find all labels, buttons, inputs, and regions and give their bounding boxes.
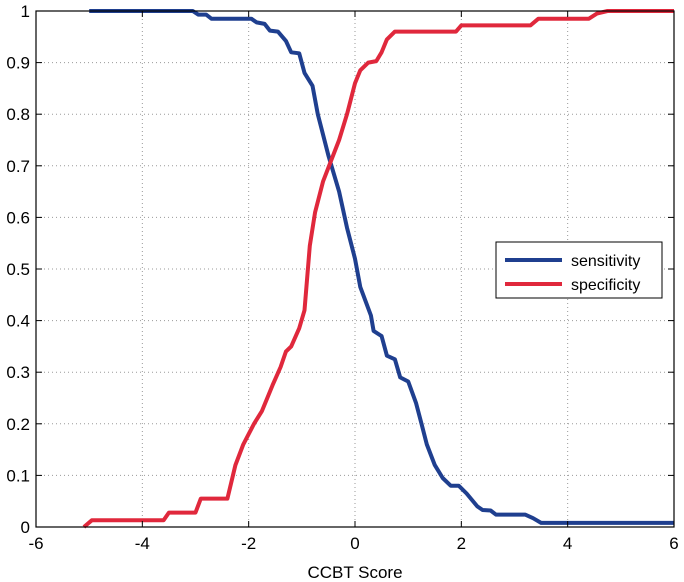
y-tick-label: 0.2 [6,415,30,434]
y-tick-label: 0.7 [6,157,30,176]
legend-label-sensitivity: sensitivity [571,253,640,270]
y-tick-label: 0.3 [6,363,30,382]
x-tick-label: -2 [241,534,256,553]
legend: sensitivity specificity [495,241,663,299]
legend-label-specificity: specificity [571,277,640,294]
legend-box [495,241,663,299]
x-tick-label: -6 [28,534,43,553]
x-tick-label: -4 [135,534,150,553]
x-tick-label: 4 [563,534,572,553]
axis-ticks [35,10,675,528]
x-tick-label: 6 [669,534,678,553]
x-tick-label: 2 [457,534,466,553]
y-tick-label: 1 [21,2,30,21]
y-tick-label: 0.8 [6,105,30,124]
x-axis-label: CCBT Score [307,563,402,582]
y-tick-label: 0.6 [6,208,30,227]
y-tick-label: 0.5 [6,260,30,279]
series-layer [82,9,674,529]
x-tick-labels: -6 -4 -2 0 2 4 6 [28,534,678,553]
y-tick-labels: 0 0.1 0.2 0.3 0.4 0.5 0.6 0.7 0.8 0.9 1 [6,2,30,537]
y-tick-label: 0 [21,518,30,537]
y-tick-label: 0.1 [6,466,30,485]
sensitivity-line [89,9,674,525]
x-tick-label: 0 [350,534,359,553]
specificity-line [82,9,674,529]
y-tick-label: 0.4 [6,312,30,331]
y-tick-label: 0.9 [6,54,30,73]
